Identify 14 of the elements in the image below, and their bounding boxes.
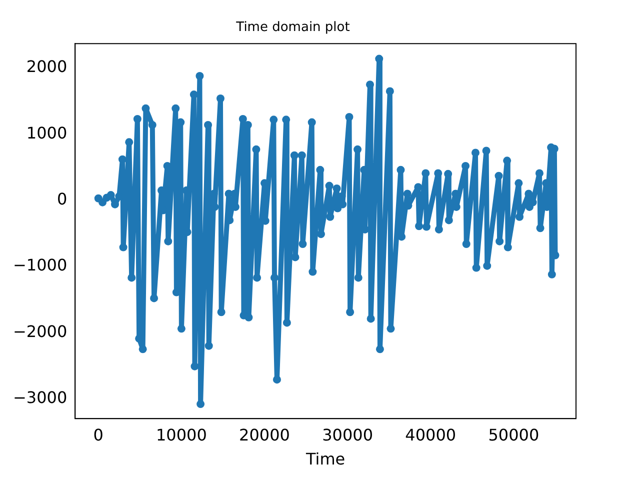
x-tick-label: 30000	[322, 425, 374, 444]
x-tick-label: 0	[93, 425, 104, 444]
x-axis-title: Time	[304, 450, 346, 469]
x-tick-label: 50000	[488, 425, 540, 444]
y-tick-label: 2000	[26, 57, 68, 76]
y-tick-label: −1000	[13, 256, 68, 275]
y-tick-label: −2000	[13, 322, 68, 341]
y-tick-label: −3000	[13, 388, 68, 407]
x-tick-label: 20000	[239, 425, 290, 444]
y-tick-label: 1000	[26, 123, 68, 142]
x-tick-label: 10000	[156, 425, 207, 444]
x-tick-label: 40000	[405, 425, 456, 444]
y-tick-label: 0	[56, 190, 68, 208]
chart-title: Time domain plot	[235, 20, 350, 36]
